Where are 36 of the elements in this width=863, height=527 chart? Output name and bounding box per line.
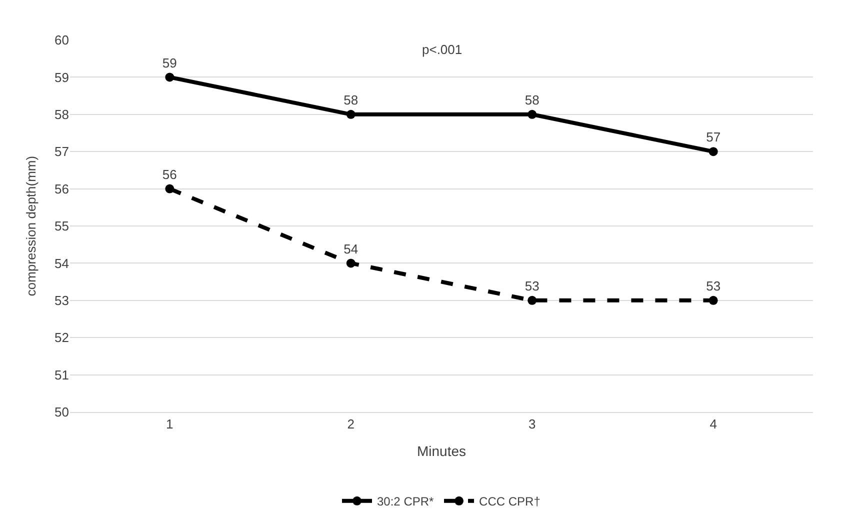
y-tick-label: 52	[54, 330, 69, 346]
x-tick-label: 1	[166, 416, 174, 432]
x-tick-label: 3	[528, 416, 536, 432]
y-tick-label: 53	[54, 292, 69, 308]
data-label: 57	[706, 130, 721, 145]
legend-label: 30:2 CPR*	[377, 494, 434, 509]
annotation: p<.001	[422, 42, 462, 57]
data-label: 56	[162, 166, 177, 182]
y-tick-label: 51	[54, 367, 69, 382]
point	[708, 147, 718, 156]
point	[528, 296, 537, 305]
data-label: 53	[524, 278, 540, 294]
y-tick-label: 55	[54, 218, 69, 234]
data-label: 58	[524, 92, 540, 108]
point	[708, 296, 718, 305]
point	[346, 110, 356, 119]
y-axis-title: compression depth(mm)	[23, 156, 38, 296]
y-tick-label: 56	[54, 181, 69, 196]
y-tick-label: 57	[54, 144, 69, 160]
x-axis-title: Minutes	[416, 442, 466, 459]
point	[165, 72, 174, 82]
y-tick-label: 59	[54, 70, 69, 85]
point	[165, 184, 174, 194]
y-tick-label: 58	[54, 106, 69, 122]
x-tick-label: 2	[347, 416, 355, 432]
data-label: 58	[344, 92, 358, 108]
y-tick-label: 50	[54, 404, 69, 420]
y-tick-label: 54	[54, 256, 69, 271]
data-label: 54	[344, 241, 358, 256]
point	[528, 110, 537, 119]
y-tick-label: 60	[54, 32, 69, 48]
data-label: 53	[706, 278, 721, 294]
legend-label: CCC CPR†	[479, 494, 540, 509]
data-label: 59	[162, 55, 177, 70]
x-tick-label: 4	[710, 416, 717, 432]
point	[346, 258, 356, 268]
